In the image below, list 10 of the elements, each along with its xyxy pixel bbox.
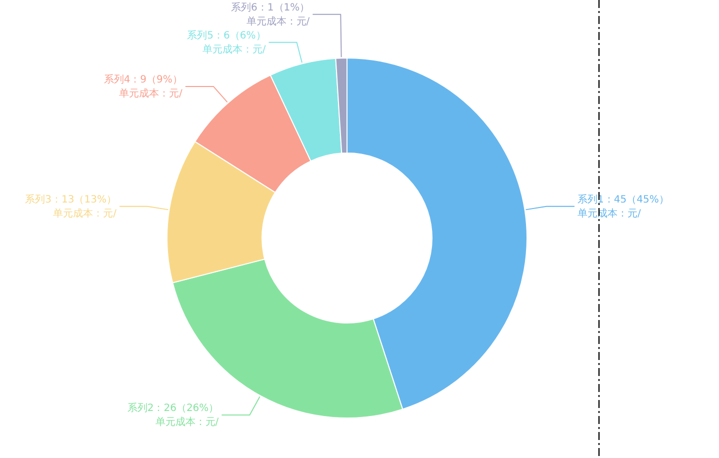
text: 单元成本：元/ [53, 207, 118, 220]
slice-label: 系列2：26（26%） [127, 402, 219, 414]
slice-label: 系列3：13（13%） [25, 193, 116, 206]
text: 单元成本：元/ [155, 416, 220, 428]
slice-label: 系列4：9（9%） [104, 73, 182, 86]
text: 单元成本：元/ [119, 87, 184, 100]
text: 单元成本：元/ [202, 43, 266, 56]
slice-label: 系列6：1（1%） [231, 1, 310, 14]
slice-label: 系列5：6（6%） [187, 29, 266, 42]
text: 单元成本：元/ [246, 15, 310, 28]
